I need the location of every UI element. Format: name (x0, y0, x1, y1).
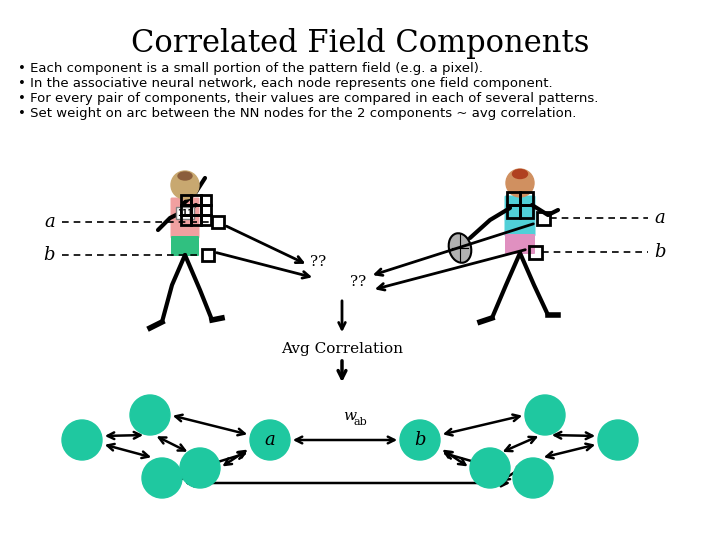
Bar (176, 207, 194, 219)
Circle shape (598, 420, 638, 460)
Text: a: a (654, 209, 665, 227)
Circle shape (180, 448, 220, 488)
Bar (191, 215, 201, 225)
Text: b: b (414, 431, 426, 449)
Circle shape (513, 458, 553, 498)
Circle shape (171, 171, 199, 199)
Circle shape (130, 395, 170, 435)
Text: ab: ab (353, 417, 366, 427)
FancyBboxPatch shape (171, 236, 199, 256)
Bar (536, 212, 549, 225)
Bar (201, 205, 211, 215)
Text: b: b (654, 243, 665, 261)
FancyBboxPatch shape (505, 234, 535, 254)
Text: b: b (43, 246, 55, 264)
Bar (201, 215, 211, 225)
Text: • For every pair of components, their values are compared in each of several pat: • For every pair of components, their va… (18, 92, 598, 105)
Bar (520, 192, 533, 205)
Bar (528, 246, 541, 259)
Ellipse shape (449, 233, 472, 263)
Bar (181, 205, 191, 215)
FancyBboxPatch shape (171, 198, 199, 239)
Circle shape (525, 395, 565, 435)
Bar (507, 192, 520, 205)
Text: 111: 111 (177, 208, 193, 218)
Ellipse shape (178, 172, 192, 180)
Circle shape (400, 420, 440, 460)
Text: a: a (44, 213, 55, 231)
Circle shape (62, 420, 102, 460)
Ellipse shape (513, 170, 528, 179)
Text: Correlated Field Components: Correlated Field Components (131, 28, 589, 59)
Text: • In the associative neural network, each node represents one field component.: • In the associative neural network, eac… (18, 77, 553, 90)
Text: • Each component is a small portion of the pattern field (e.g. a pixel).: • Each component is a small portion of t… (18, 62, 483, 75)
Text: Avg Correlation: Avg Correlation (281, 342, 403, 356)
Circle shape (250, 420, 290, 460)
Circle shape (506, 169, 534, 197)
Bar (201, 195, 211, 205)
Bar (191, 195, 201, 205)
Circle shape (470, 448, 510, 488)
Text: a: a (265, 431, 275, 449)
Text: ??: ?? (310, 255, 326, 269)
Text: ??: ?? (350, 275, 366, 289)
Bar (191, 205, 201, 215)
FancyBboxPatch shape (505, 195, 536, 237)
Circle shape (142, 458, 182, 498)
Bar (181, 195, 191, 205)
Bar (507, 205, 520, 218)
Text: • Set weight on arc between the NN nodes for the 2 components ~ avg correlation.: • Set weight on arc between the NN nodes… (18, 107, 577, 120)
Bar (202, 249, 214, 261)
Bar (212, 216, 224, 228)
Bar (520, 205, 533, 218)
Bar (181, 215, 191, 225)
Text: w: w (343, 409, 356, 423)
